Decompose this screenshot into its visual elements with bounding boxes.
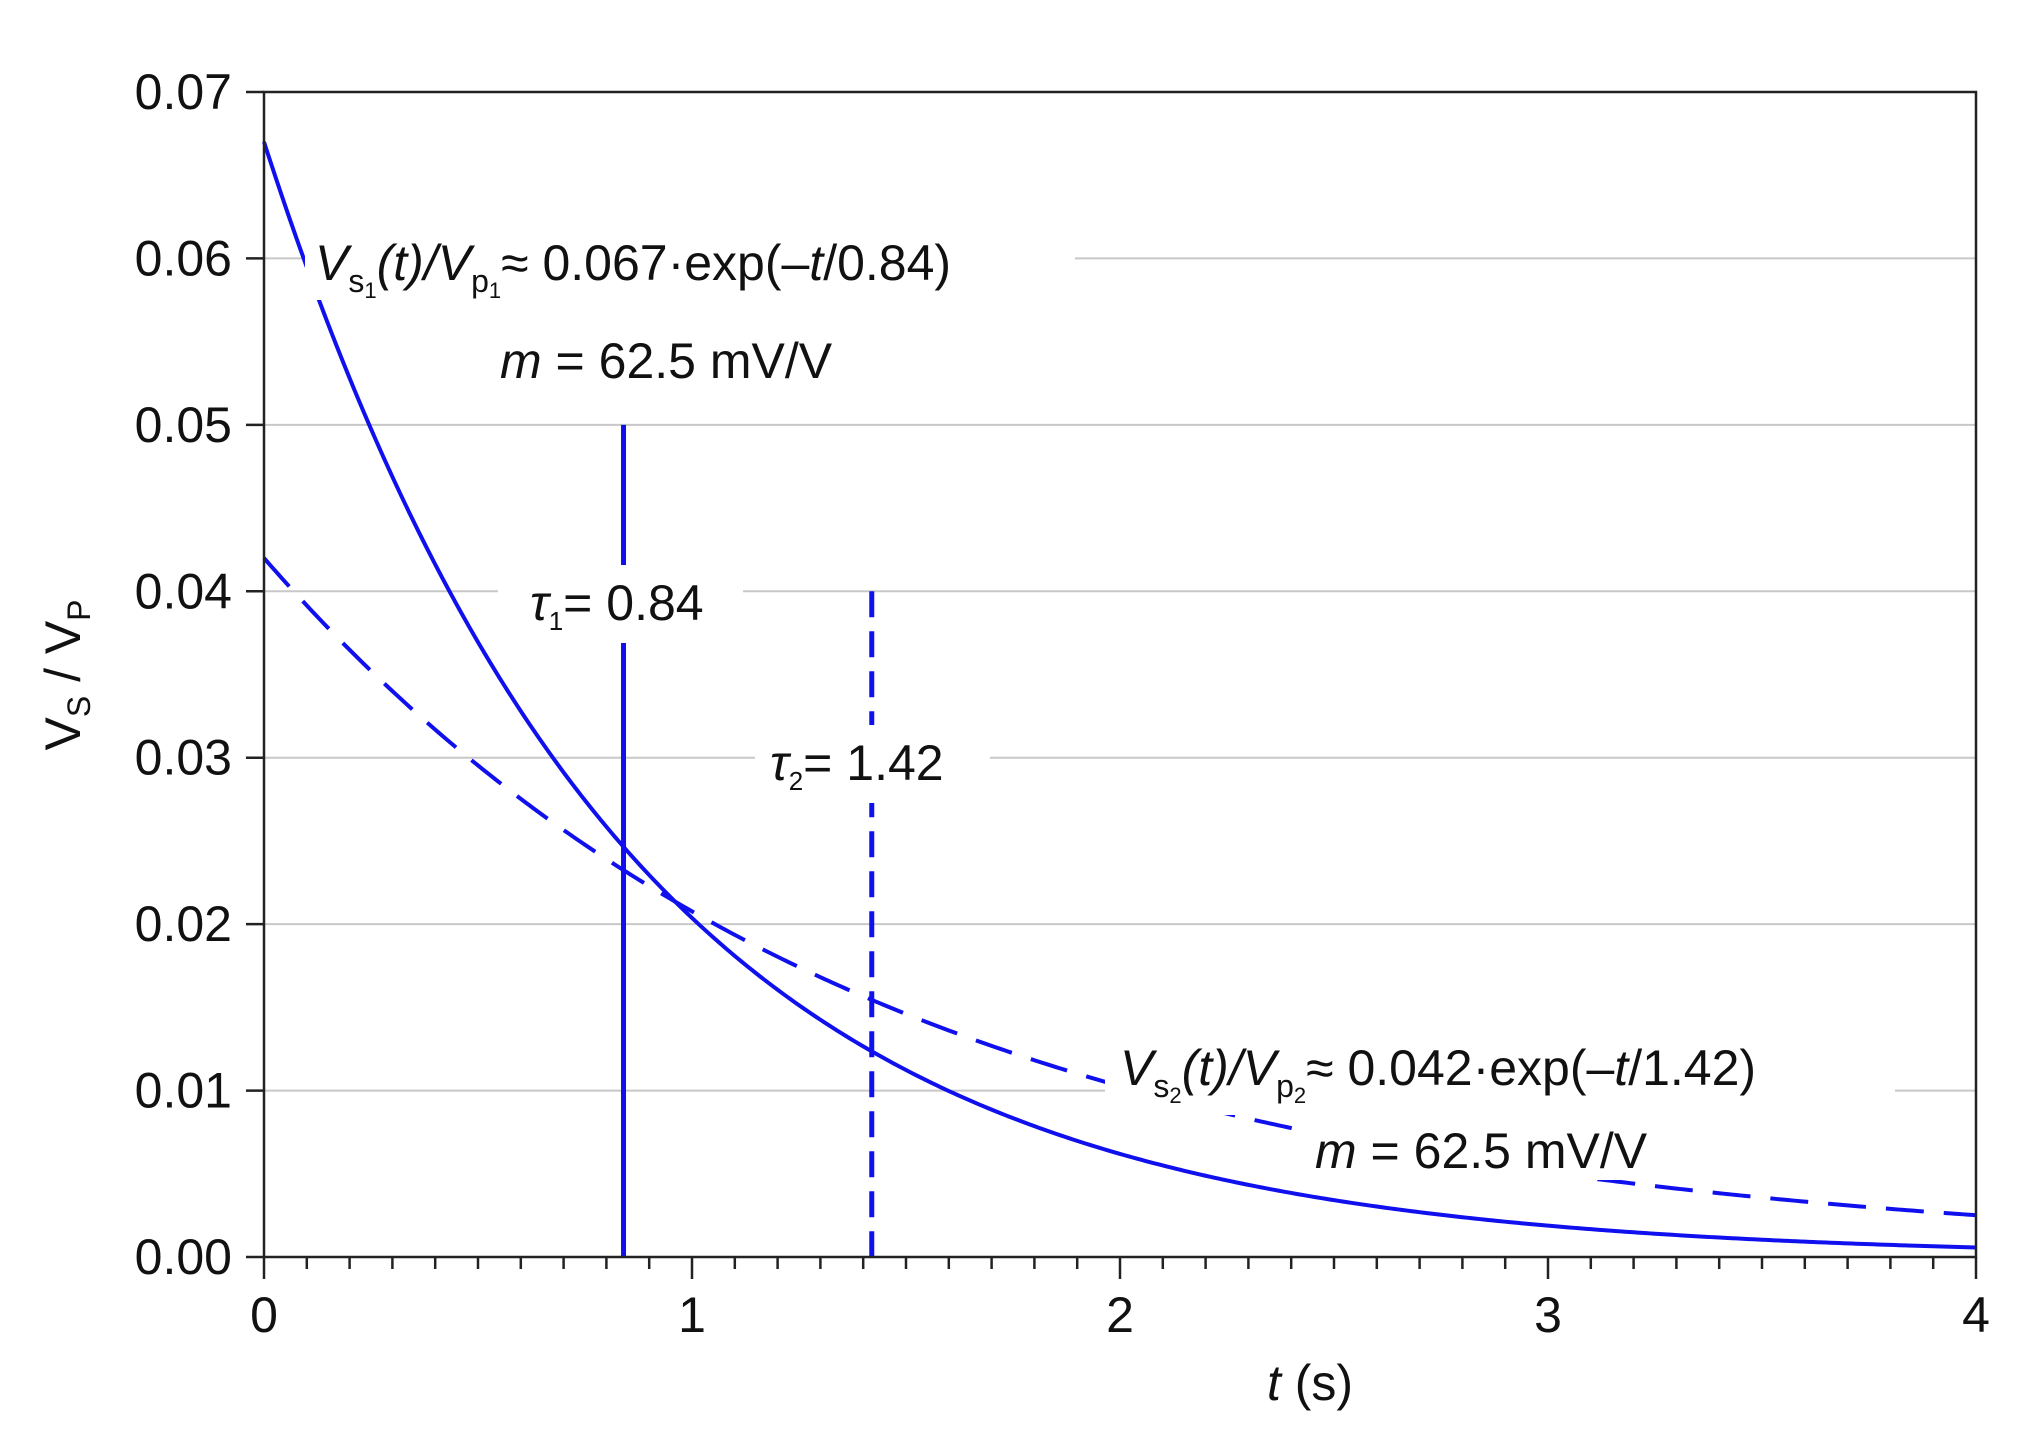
y-tick-label-0.01: 0.01 — [135, 1063, 232, 1119]
x-tick-label-2: 2 — [1106, 1287, 1134, 1343]
annotation-eq1: Vs1(t)/Vp1≈ 0.067·exp(–t/0.84) — [305, 218, 1075, 303]
annotation-tau2: τ2= 1.42 — [755, 725, 990, 803]
y-tick-label-0.00: 0.00 — [135, 1229, 232, 1285]
y-axis-label: VS / VP — [35, 599, 97, 750]
series-line-1 — [262, 141, 1977, 1250]
y-tick-label-0.02: 0.02 — [135, 896, 232, 952]
annotation-eq2: Vs2(t)/Vp2≈ 0.042·exp(–t/1.42) — [1105, 1025, 1895, 1115]
marker-group — [621, 424, 875, 1257]
annotation-tau1: τ1= 0.84 — [498, 565, 743, 643]
svg-text:τ2= 1.42: τ2= 1.42 — [770, 735, 944, 796]
svg-text:Vs1(t)/Vp1≈ 0.067·exp(–t/0.84): Vs1(t)/Vp1≈ 0.067·exp(–t/0.84) — [315, 235, 951, 303]
y-tick-label-0.03: 0.03 — [135, 730, 232, 786]
x-tick-label-0: 0 — [250, 1287, 278, 1343]
y-tick-label-0.07: 0.07 — [135, 64, 232, 120]
y-tick-label-0.06: 0.06 — [135, 230, 232, 286]
series-line-2 — [262, 556, 1977, 1218]
tick-labels: 0.00 0.01 0.02 0.03 0.04 0.05 0.06 0.07 0 1 2 3 4 — [135, 64, 1990, 1343]
x-tick-label-1: 1 — [678, 1287, 706, 1343]
x-tick-label-4: 4 — [1962, 1287, 1990, 1343]
x-axis-label: t (s) — [1267, 1355, 1353, 1411]
svg-text:τ1= 0.84: τ1= 0.84 — [530, 575, 704, 636]
y-tick-label-0.05: 0.05 — [135, 397, 232, 453]
axis-ticks — [246, 90, 1978, 1279]
annotation-m1: m = 62.5 mV/V — [490, 320, 870, 390]
svg-text:Vs2(t)/Vp2≈ 0.042·exp(–t/1.42): Vs2(t)/Vp2≈ 0.042·exp(–t/1.42) — [1120, 1040, 1756, 1108]
annotation-m2: m = 62.5 mV/V — [1305, 1115, 1685, 1180]
svg-text:m = 62.5 mV/V: m = 62.5 mV/V — [1315, 1123, 1648, 1179]
x-tick-label-3: 3 — [1534, 1287, 1562, 1343]
y-tick-label-0.04: 0.04 — [135, 563, 232, 619]
svg-text:m = 62.5 mV/V: m = 62.5 mV/V — [500, 333, 833, 389]
